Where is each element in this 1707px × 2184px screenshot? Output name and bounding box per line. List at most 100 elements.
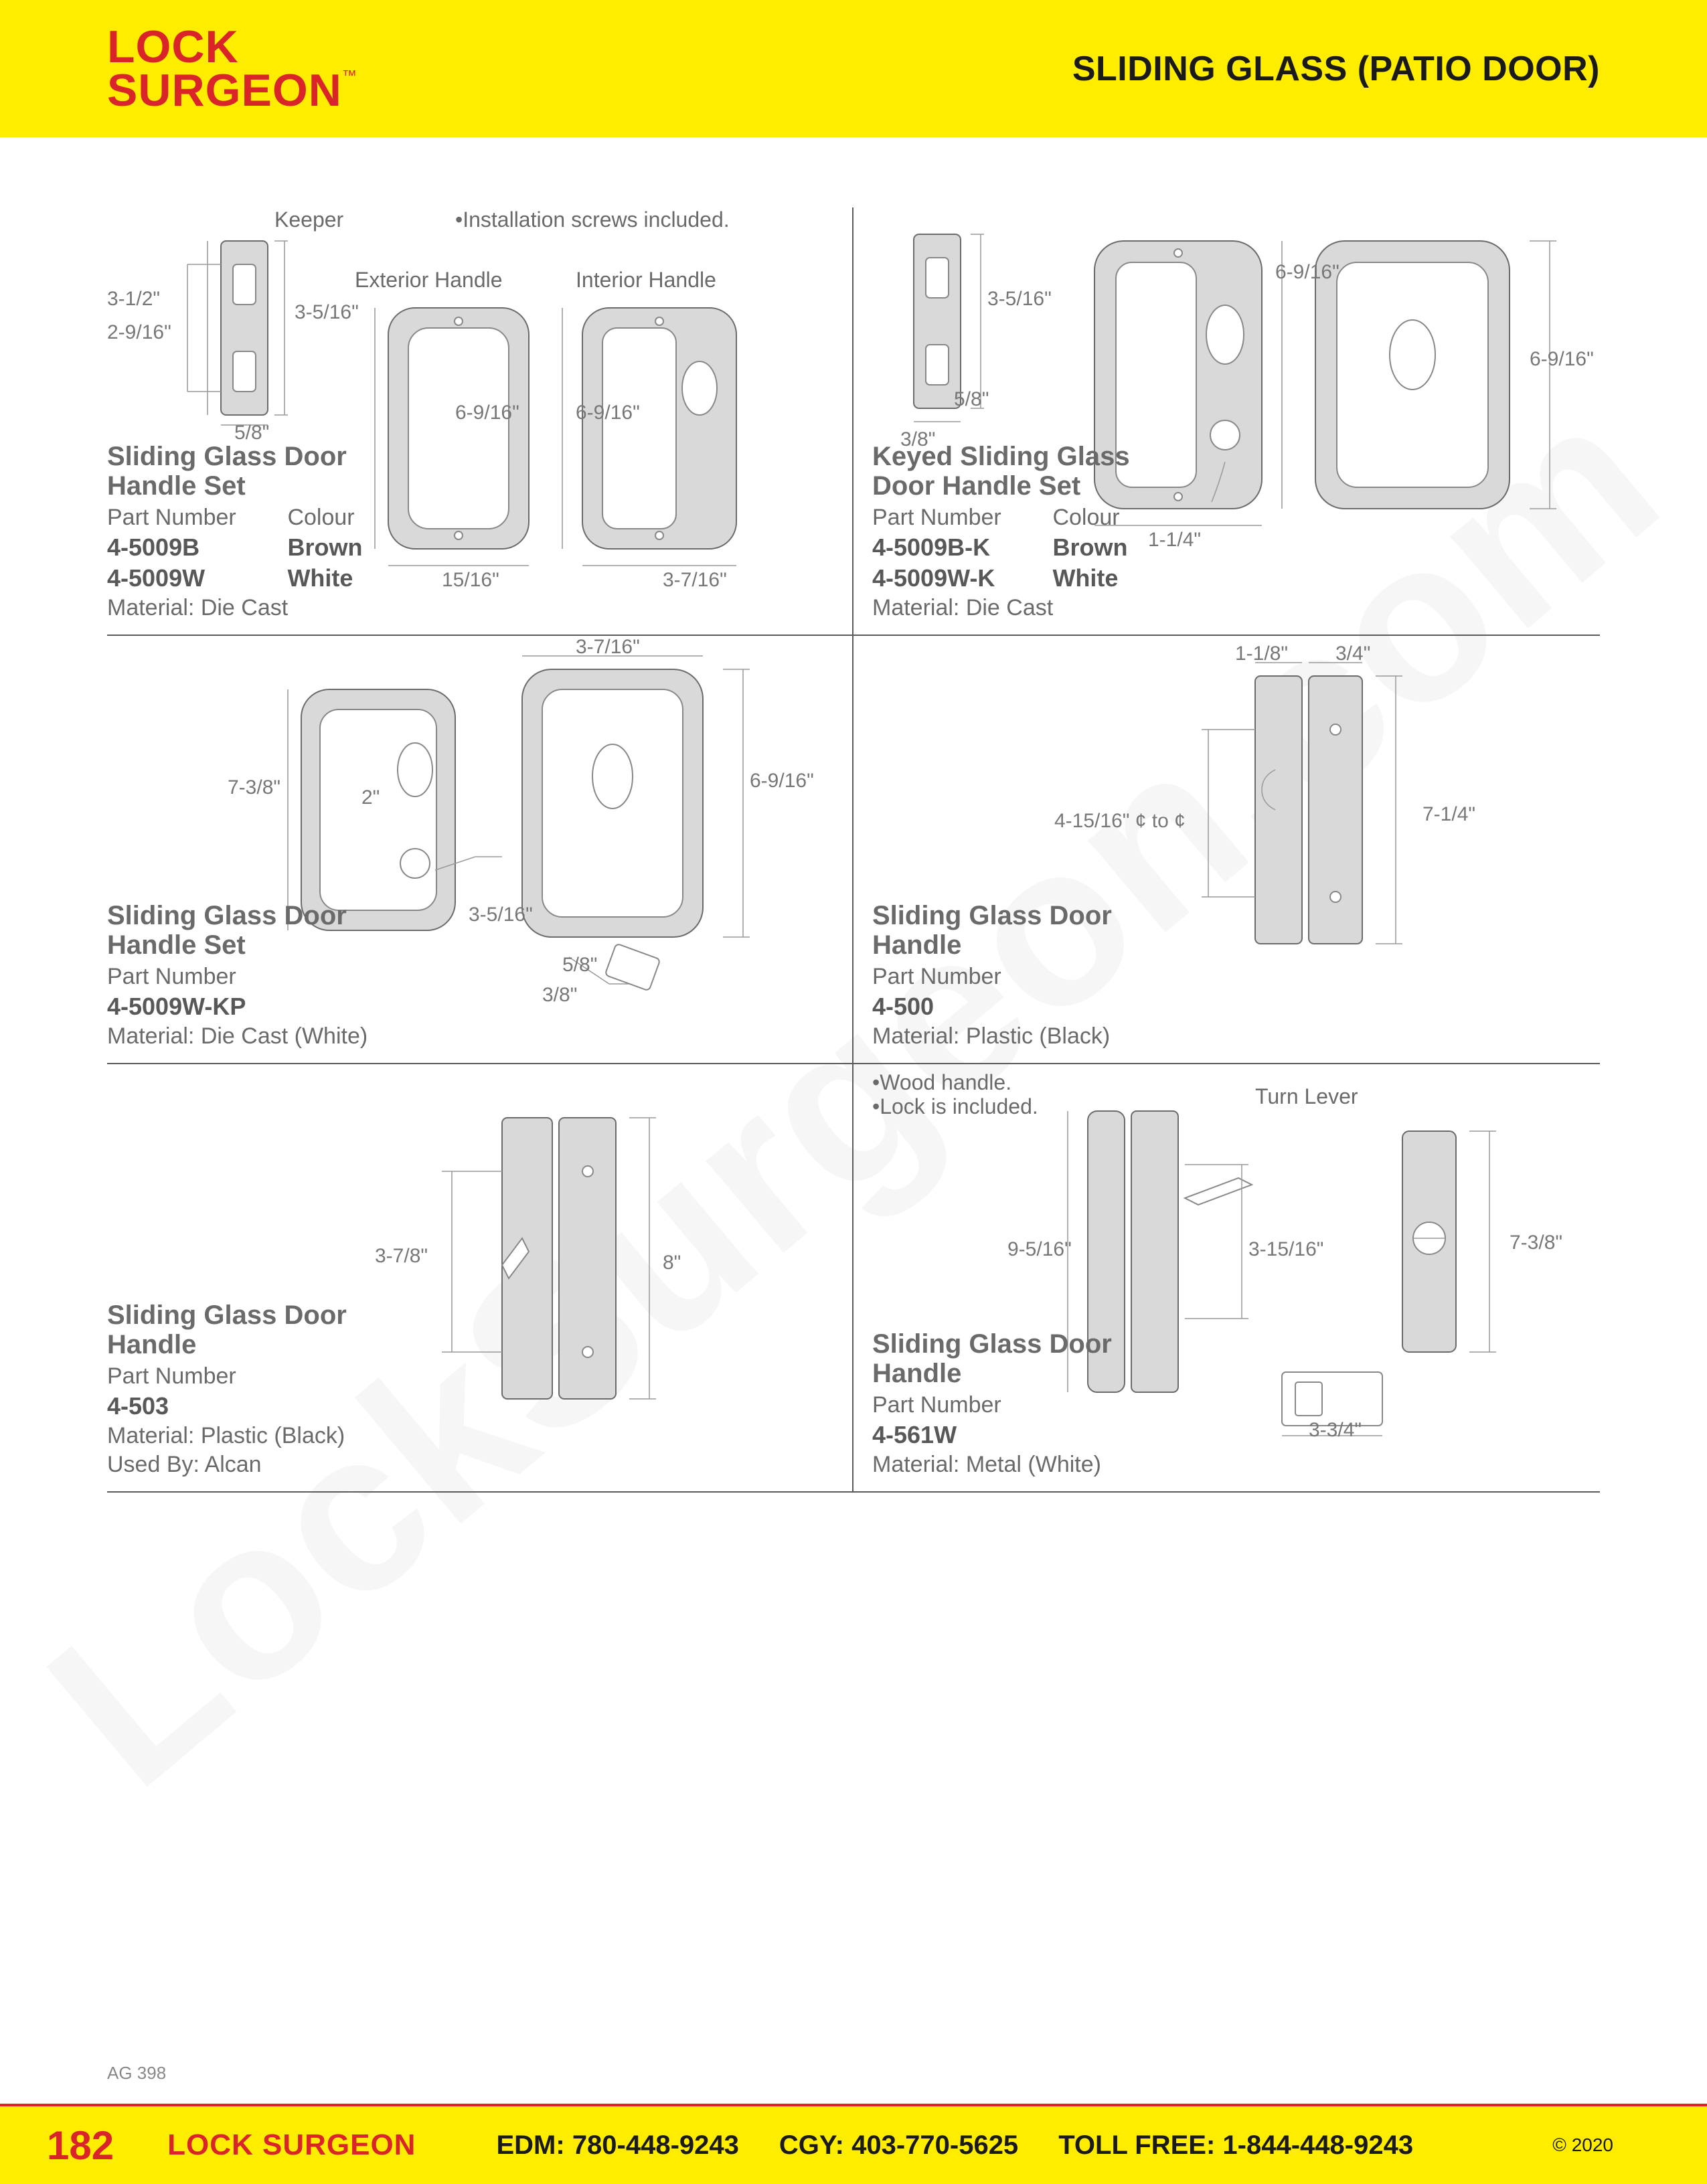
product-cell-6: •Wood handle. •Lock is included. Turn Le… <box>854 1064 1600 1493</box>
dim-p3-b: 2" <box>361 786 380 809</box>
pn-label: Part Number <box>872 964 1160 990</box>
dim-p2-d: 6-9/16" <box>1275 261 1339 284</box>
material-label: Material: <box>872 595 959 620</box>
material-value: Metal (White) <box>966 1452 1101 1477</box>
pn-value: 4-5009B <box>107 533 281 562</box>
dim-p4-d: 4-15/16" ¢ to ¢ <box>1054 810 1186 833</box>
brand-tm: ™ <box>342 67 357 84</box>
dim-p6-d: 3-3/4" <box>1309 1419 1362 1442</box>
dim-p1-e: 6-9/16" <box>455 402 519 424</box>
material-label: Material: <box>107 1023 194 1049</box>
dim-p3-c: 3-7/16" <box>576 636 640 659</box>
dim-p1-b: 2-9/16" <box>107 321 171 344</box>
dim-p4-c: 7-1/4" <box>1422 803 1475 826</box>
dim-p4-a: 1-1/8" <box>1235 643 1288 665</box>
pn-value: 4-5009W-KP <box>107 993 246 1020</box>
product-text-5: Sliding Glass Door Handle Part Number 4-… <box>107 1300 395 1478</box>
wood-handle-note: •Wood handle. <box>872 1070 1011 1095</box>
ag-code: AG 398 <box>107 2063 166 2084</box>
dim-p4-b: 3/4" <box>1335 643 1370 665</box>
pn-value-2: 4-5009W <box>107 564 281 592</box>
brand-logo: LOCK SURGEON™ <box>107 25 357 112</box>
tollfree-contact: TOLL FREE: 1-844-448-9243 <box>1058 2130 1413 2161</box>
colour-value-2: White <box>1052 564 1118 592</box>
dim-p6-c: 7-3/8" <box>1510 1232 1562 1254</box>
product-cell-2: 3-5/16" 5/8" 3/8" 6-9/16" <box>854 207 1600 636</box>
tollfree-label: TOLL FREE: <box>1058 2130 1215 2160</box>
colour-value-2: White <box>287 564 353 592</box>
dim-p2-a: 3-5/16" <box>987 288 1052 311</box>
handles-diagram-p1 <box>368 295 797 582</box>
product-title: Sliding Glass Door Handle <box>872 901 1160 960</box>
product-text-1: Sliding Glass Door Handle Set Part Numbe… <box>107 442 395 621</box>
keeper-diagram <box>181 228 295 435</box>
material-value: Plastic (Black) <box>966 1023 1110 1049</box>
edm-contact: EDM: 780-448-9243 <box>496 2130 738 2161</box>
product-title: Keyed Sliding Glass Door Handle Set <box>872 442 1160 501</box>
material-label: Material: <box>872 1023 959 1049</box>
dim-p1-a: 3-1/2" <box>107 288 160 311</box>
catalog-content: Keeper •Installation screws included. Ex… <box>107 207 1600 2023</box>
dim-p3-a: 7-3/8" <box>228 776 280 799</box>
product-cell-5: 3-7/8" 8" Sliding Glass Door Handle Part… <box>107 1064 854 1493</box>
dim-p1-f: 6-9/16" <box>576 402 640 424</box>
ext-handle-callout: Exterior Handle <box>355 268 503 292</box>
brand-line2: SURGEON <box>107 65 342 116</box>
install-note: •Installation screws included. <box>455 207 730 232</box>
header-bar: LOCK SURGEON™ SLIDING GLASS (PATIO DOOR) <box>0 0 1707 137</box>
edm-number: 780-448-9243 <box>572 2130 739 2160</box>
page-number: 182 <box>47 2122 114 2169</box>
tollfree-number: 1-844-448-9243 <box>1222 2130 1413 2160</box>
dim-p3-e: 3-5/16" <box>469 904 533 926</box>
dim-p1-c: 3-5/16" <box>295 301 359 324</box>
dim-p5-b: 8" <box>663 1252 681 1274</box>
material-value: Die Cast (White) <box>201 1023 368 1049</box>
dim-p2-b: 5/8" <box>954 388 989 411</box>
product-cell-1: Keeper •Installation screws included. Ex… <box>107 207 854 636</box>
edm-label: EDM: <box>496 2130 564 2160</box>
material-label: Material: <box>872 1452 959 1477</box>
product-title: Sliding Glass Door Handle Set <box>107 442 395 501</box>
cgy-contact: CGY: 403-770-5625 <box>779 2130 1018 2161</box>
colour-value: Brown <box>287 533 362 561</box>
dim-p5-a: 3-7/8" <box>375 1245 428 1268</box>
dim-p3-g: 3/8" <box>542 984 577 1007</box>
usedby-value: Alcan <box>205 1452 262 1477</box>
material-value: Die Cast <box>201 595 288 620</box>
usedby-label: Used By: <box>107 1452 199 1477</box>
page-category-title: SLIDING GLASS (PATIO DOOR) <box>1072 49 1600 89</box>
material-value: Plastic (Black) <box>201 1423 345 1448</box>
dim-p2-e: 6-9/16" <box>1530 348 1594 371</box>
dim-p3-f: 5/8" <box>562 954 597 977</box>
pn-value: 4-561W <box>872 1421 957 1448</box>
material-label: Material: <box>107 1423 194 1448</box>
pn-label: Part Number <box>107 964 395 990</box>
product-cell-4: 1-1/8" 3/4" 7-1/4" 4-15/16" ¢ to ¢ Slidi… <box>854 636 1600 1064</box>
dim-p1-h: 3-7/16" <box>663 569 727 592</box>
dim-p6-b: 3-15/16" <box>1248 1238 1323 1261</box>
product-title: Sliding Glass Door Handle <box>107 1300 395 1359</box>
product-text-4: Sliding Glass Door Handle Part Number 4-… <box>872 901 1160 1049</box>
pn-label: Part Number <box>872 505 1046 531</box>
colour-value: Brown <box>1052 533 1127 561</box>
dim-p3-d: 6-9/16" <box>750 770 814 792</box>
product-title: Sliding Glass Door Handle Set <box>107 901 395 960</box>
pn-value: 4-503 <box>107 1392 169 1420</box>
colour-label: Colour <box>287 505 354 530</box>
copyright: © 2020 <box>1552 2134 1613 2156</box>
product-text-3: Sliding Glass Door Handle Set Part Numbe… <box>107 901 395 1049</box>
footer-bar: 182 LOCK SURGEON EDM: 780-448-9243 CGY: … <box>0 2104 1707 2184</box>
brand-line1: LOCK <box>107 25 357 69</box>
pn-value: 4-500 <box>872 993 934 1020</box>
pn-label: Part Number <box>107 1363 395 1390</box>
product-cell-3: 7-3/8" 2" 3-7/16" 6-9/16" 3-5/16" 5/8" 3… <box>107 636 854 1064</box>
cgy-number: 403-770-5625 <box>851 2130 1018 2160</box>
material-label: Material: <box>107 595 194 620</box>
product-text-2: Keyed Sliding Glass Door Handle Set Part… <box>872 442 1160 621</box>
pn-label: Part Number <box>872 1392 1160 1418</box>
colour-label: Colour <box>1052 505 1119 530</box>
dim-p1-g: 15/16" <box>442 569 499 592</box>
pn-value-2: 4-5009W-K <box>872 564 1046 592</box>
int-handle-callout: Interior Handle <box>576 268 716 292</box>
product-grid: Keeper •Installation screws included. Ex… <box>107 207 1600 1493</box>
